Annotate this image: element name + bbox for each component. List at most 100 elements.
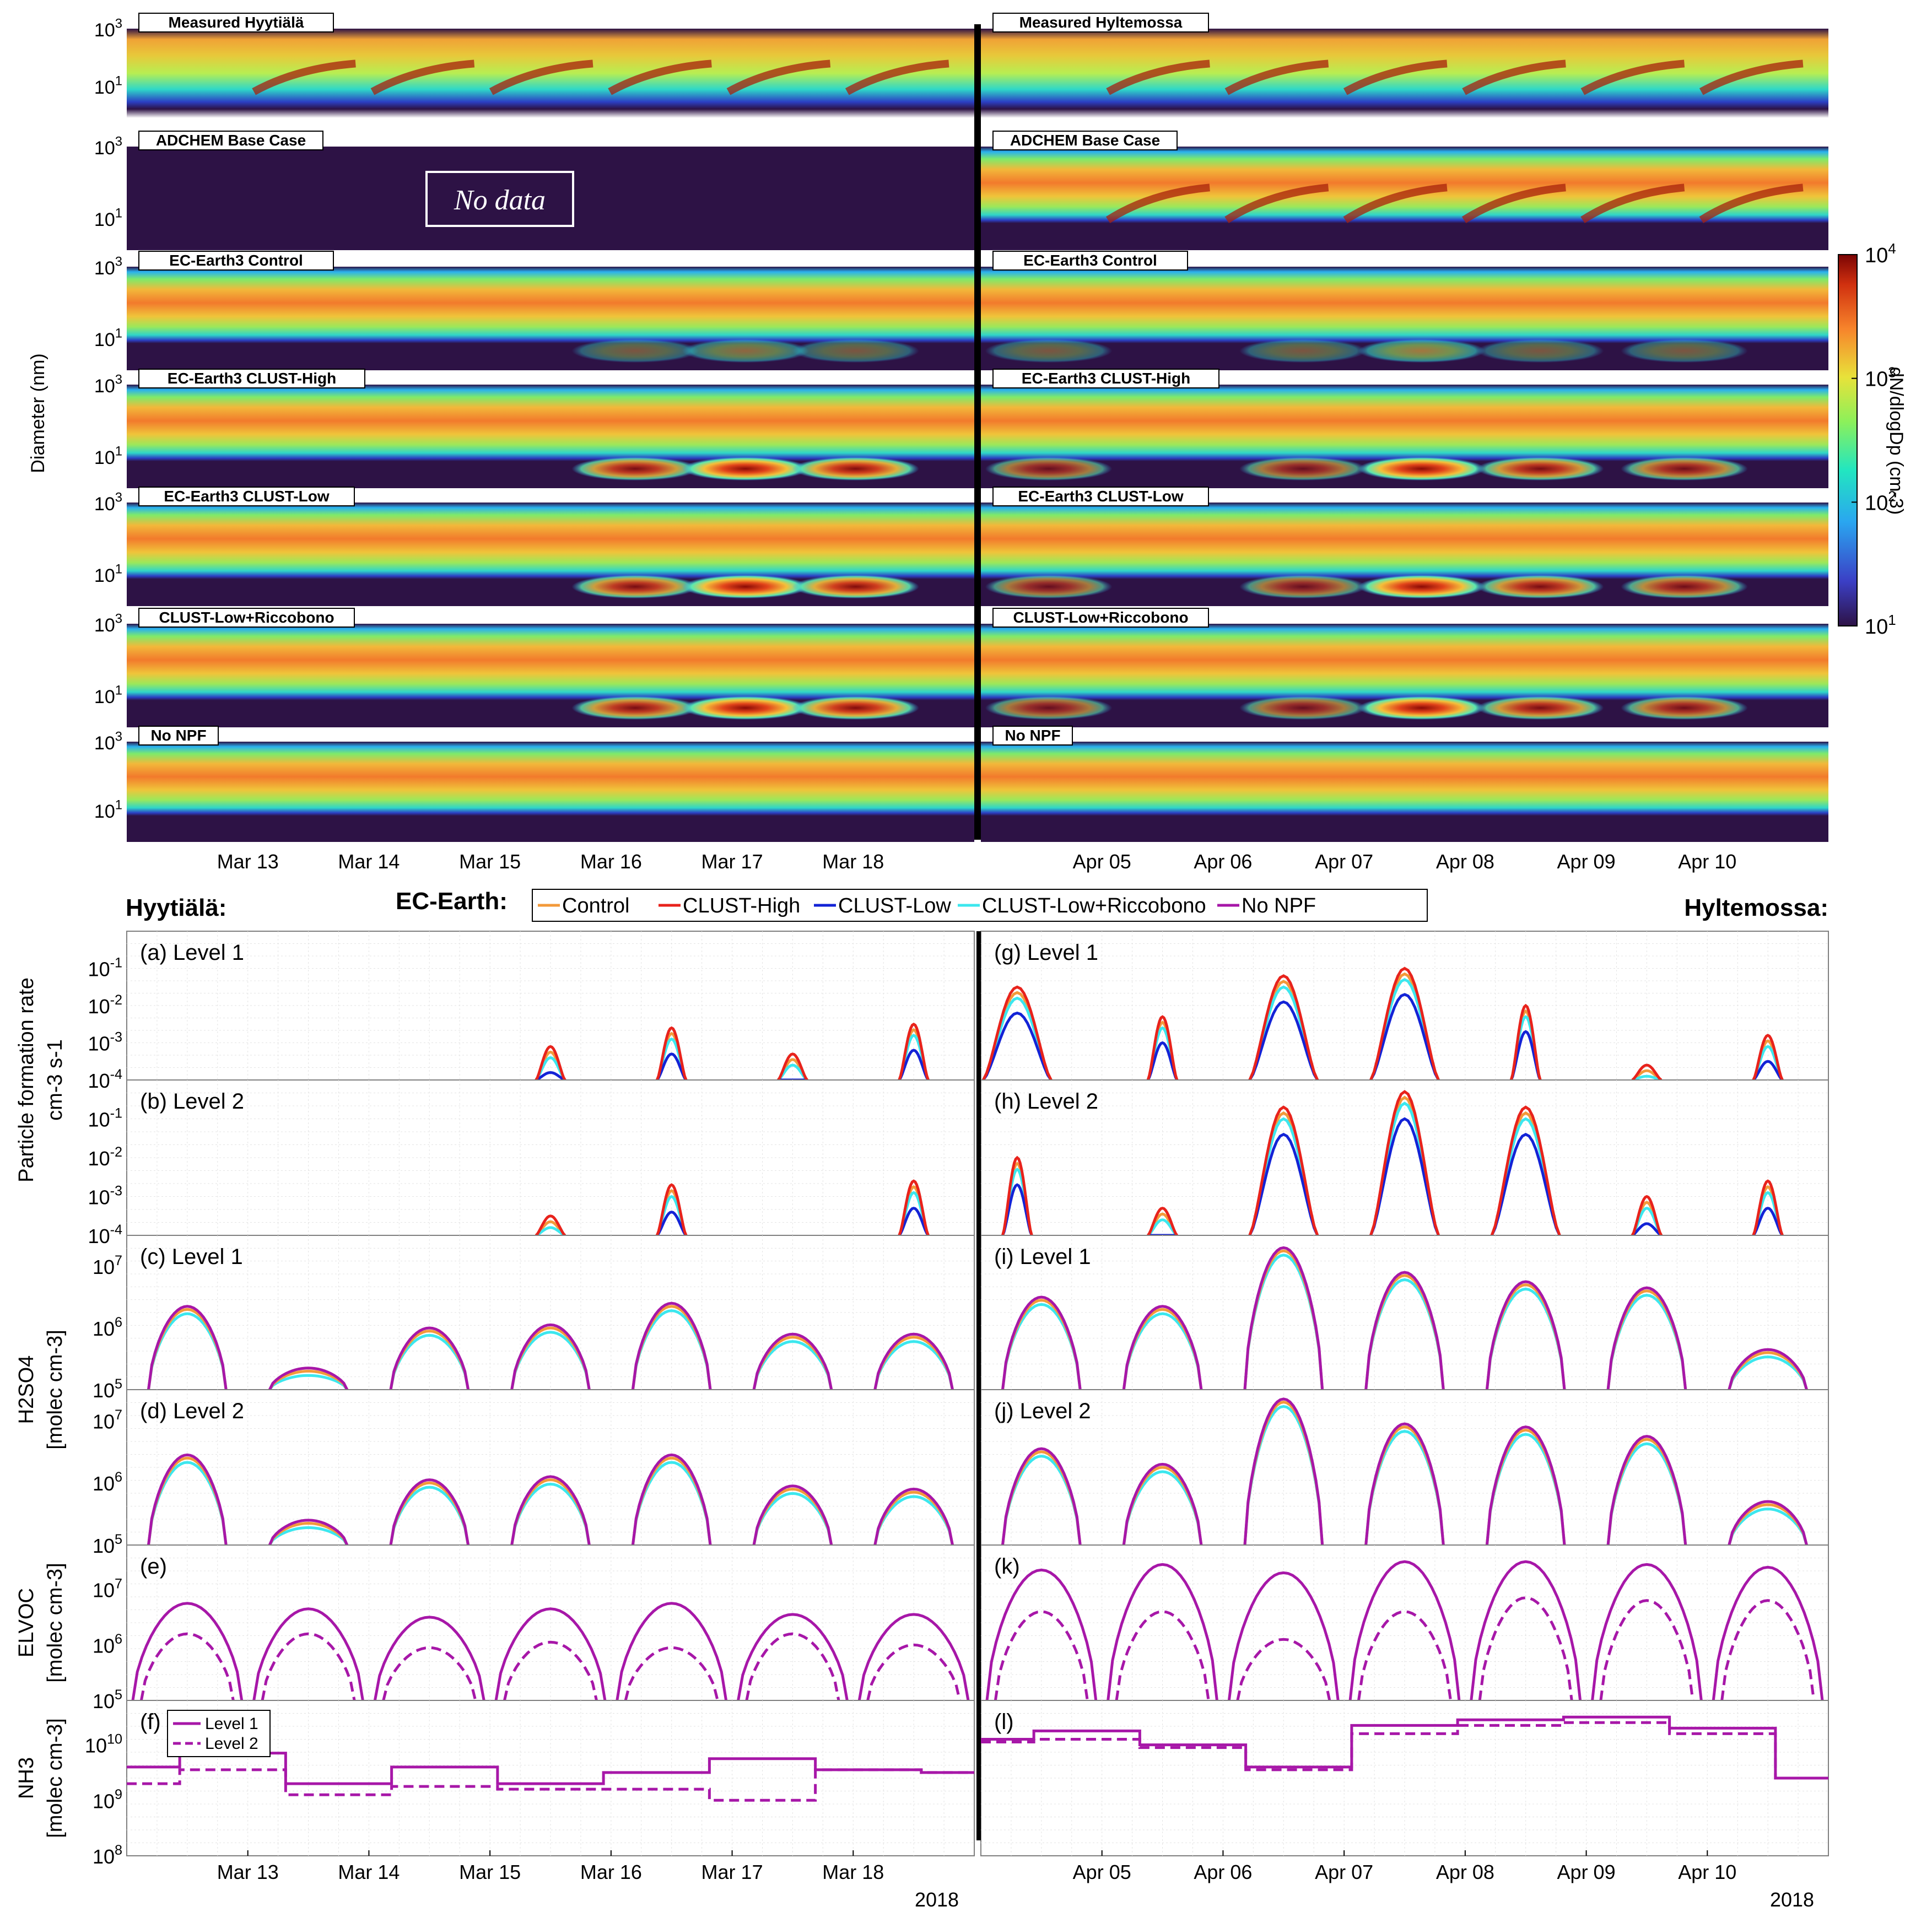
h2so4-line xyxy=(1122,1462,1203,1546)
x-tick-label: Apr 08 xyxy=(1436,1861,1494,1883)
elvoc-line-level2 xyxy=(261,1632,356,1701)
panel-title-box xyxy=(138,487,355,506)
formation-rate-line xyxy=(655,1026,688,1081)
panel-title-box xyxy=(138,13,334,33)
x-tick-label: Mar 13 xyxy=(217,850,279,873)
h2so4-line xyxy=(1364,1271,1445,1390)
growth-streak xyxy=(1105,183,1210,224)
h2so4-line xyxy=(1364,1422,1445,1546)
line-panel-right-5: (l) xyxy=(980,1700,1829,1856)
y-tick-label: 105 xyxy=(93,1376,122,1402)
formation-rate-line xyxy=(898,1207,930,1236)
y-tick-label: 10-3 xyxy=(88,1029,122,1055)
y-tick-label: 106 xyxy=(93,1470,122,1495)
growth-streak xyxy=(1343,183,1448,224)
legend-label: CLUST-High xyxy=(683,894,800,917)
panel-title-box xyxy=(992,726,1073,746)
h2so4-line xyxy=(1606,1286,1687,1390)
h2so4-line xyxy=(268,1519,349,1546)
y-tick-label: 106 xyxy=(93,1632,122,1657)
growth-streak xyxy=(1699,183,1804,224)
elvoc-line xyxy=(131,1602,244,1701)
formation-rate-line xyxy=(1752,1179,1784,1236)
h2so4-line xyxy=(510,1323,591,1390)
y-tick-label: 103 xyxy=(94,372,122,397)
panel-label: (b) Level 2 xyxy=(140,1089,244,1114)
formation-rate-line xyxy=(1631,1222,1663,1237)
h2so4-line xyxy=(268,1369,349,1391)
elvoc-line-level2 xyxy=(624,1646,719,1701)
colorbar-tick-label: 101 xyxy=(1865,612,1896,639)
elvoc-line xyxy=(1591,1563,1703,1701)
y-tick-label: 10-3 xyxy=(88,1183,122,1208)
formation-rate-line xyxy=(535,1226,566,1237)
y-tick-label: 10-2 xyxy=(88,1144,122,1170)
h2so4-line xyxy=(1243,1397,1324,1546)
h2so4-line xyxy=(1728,1348,1808,1390)
x-tick-label: Mar 16 xyxy=(580,1861,642,1883)
y-tick-label: 101 xyxy=(94,206,122,230)
x-tick-label: Apr 07 xyxy=(1315,850,1373,873)
x-tick-label: Apr 05 xyxy=(1073,1861,1131,1883)
npf-event-blob xyxy=(682,575,810,599)
level-legend-label: Level 1 xyxy=(205,1715,258,1733)
h2so4-line xyxy=(1728,1355,1808,1390)
heatmap-panel-left-1: ADCHEM Base Case 103 101 xyxy=(94,131,974,250)
x-tick-label: Apr 10 xyxy=(1678,1861,1736,1883)
divider-top xyxy=(974,24,981,840)
npf-event-blob xyxy=(1239,339,1367,363)
x-tick-label: Mar 16 xyxy=(580,850,642,873)
panel-title-box xyxy=(992,13,1209,33)
growth-streak xyxy=(1224,183,1329,224)
growth-streak xyxy=(252,60,356,95)
npf-event-blob xyxy=(1476,339,1604,363)
formation-rate-line xyxy=(1631,1063,1663,1081)
y-tick-label: 10-1 xyxy=(88,955,122,980)
panel-title-box xyxy=(138,131,323,150)
npf-event-blob xyxy=(1239,457,1367,481)
formation-rate-line xyxy=(1001,1155,1033,1236)
y-tick-label: 101 xyxy=(94,562,122,586)
elvoc-line xyxy=(1712,1565,1824,1701)
growth-streak xyxy=(1106,60,1210,95)
formation-rate-line xyxy=(535,1214,566,1236)
npf-event-blob xyxy=(985,457,1113,481)
legend-entry: No NPF xyxy=(1217,894,1316,917)
heatmap-panel-left-4: EC-Earth3 CLUST-Low 103 101 xyxy=(94,487,974,606)
panel-title-box xyxy=(992,131,1178,150)
panel-title-box xyxy=(138,608,355,628)
panel-label: (j) Level 2 xyxy=(994,1399,1091,1423)
npf-event-blob xyxy=(1239,696,1367,720)
model-label: EC-Earth: xyxy=(396,888,508,915)
formation-rate-line xyxy=(656,1211,688,1236)
h2so4-line xyxy=(873,1332,954,1390)
formation-rate-line xyxy=(1369,993,1440,1081)
growth-streak xyxy=(1343,60,1448,95)
panel-title: No NPF xyxy=(150,727,206,744)
elvoc-line xyxy=(494,1607,607,1701)
legend-entry: Control xyxy=(538,894,630,917)
x-tick-label: Apr 09 xyxy=(1557,850,1616,873)
npf-event-blob xyxy=(571,575,699,599)
colorbar-tick-label: 104 xyxy=(1865,240,1896,267)
growth-streak xyxy=(1224,60,1329,95)
line-panel-left-0: (a) Level 1 10-1 10-2 10-3 10-4 xyxy=(88,931,975,1092)
y-tick-label: 101 xyxy=(94,326,122,350)
panel-title: No NPF xyxy=(1005,727,1060,744)
formation-rate-line xyxy=(1147,1207,1178,1236)
npf-event-blob xyxy=(1476,457,1604,481)
legend-label: CLUST-Low xyxy=(838,894,951,917)
level-legend-label: Level 2 xyxy=(205,1735,258,1753)
formation-rate-line xyxy=(1631,1195,1663,1236)
colorbar-label: dN/dlogDp (cm-3) xyxy=(1886,367,1907,515)
npf-event-blob xyxy=(571,696,699,720)
formation-rate-line xyxy=(1490,1132,1561,1236)
heatmap-field xyxy=(127,147,974,250)
panel-label: (l) xyxy=(994,1710,1014,1734)
h2so4-line xyxy=(1606,1435,1687,1546)
line-panel-right-2: (i) Level 1 xyxy=(980,1235,1829,1390)
npf-event-blob xyxy=(1358,575,1486,599)
h2so4-line xyxy=(1485,1425,1566,1546)
legend-entries: Control CLUST-High CLUST-Low CLUST-Low+Ricc… xyxy=(538,894,1316,917)
